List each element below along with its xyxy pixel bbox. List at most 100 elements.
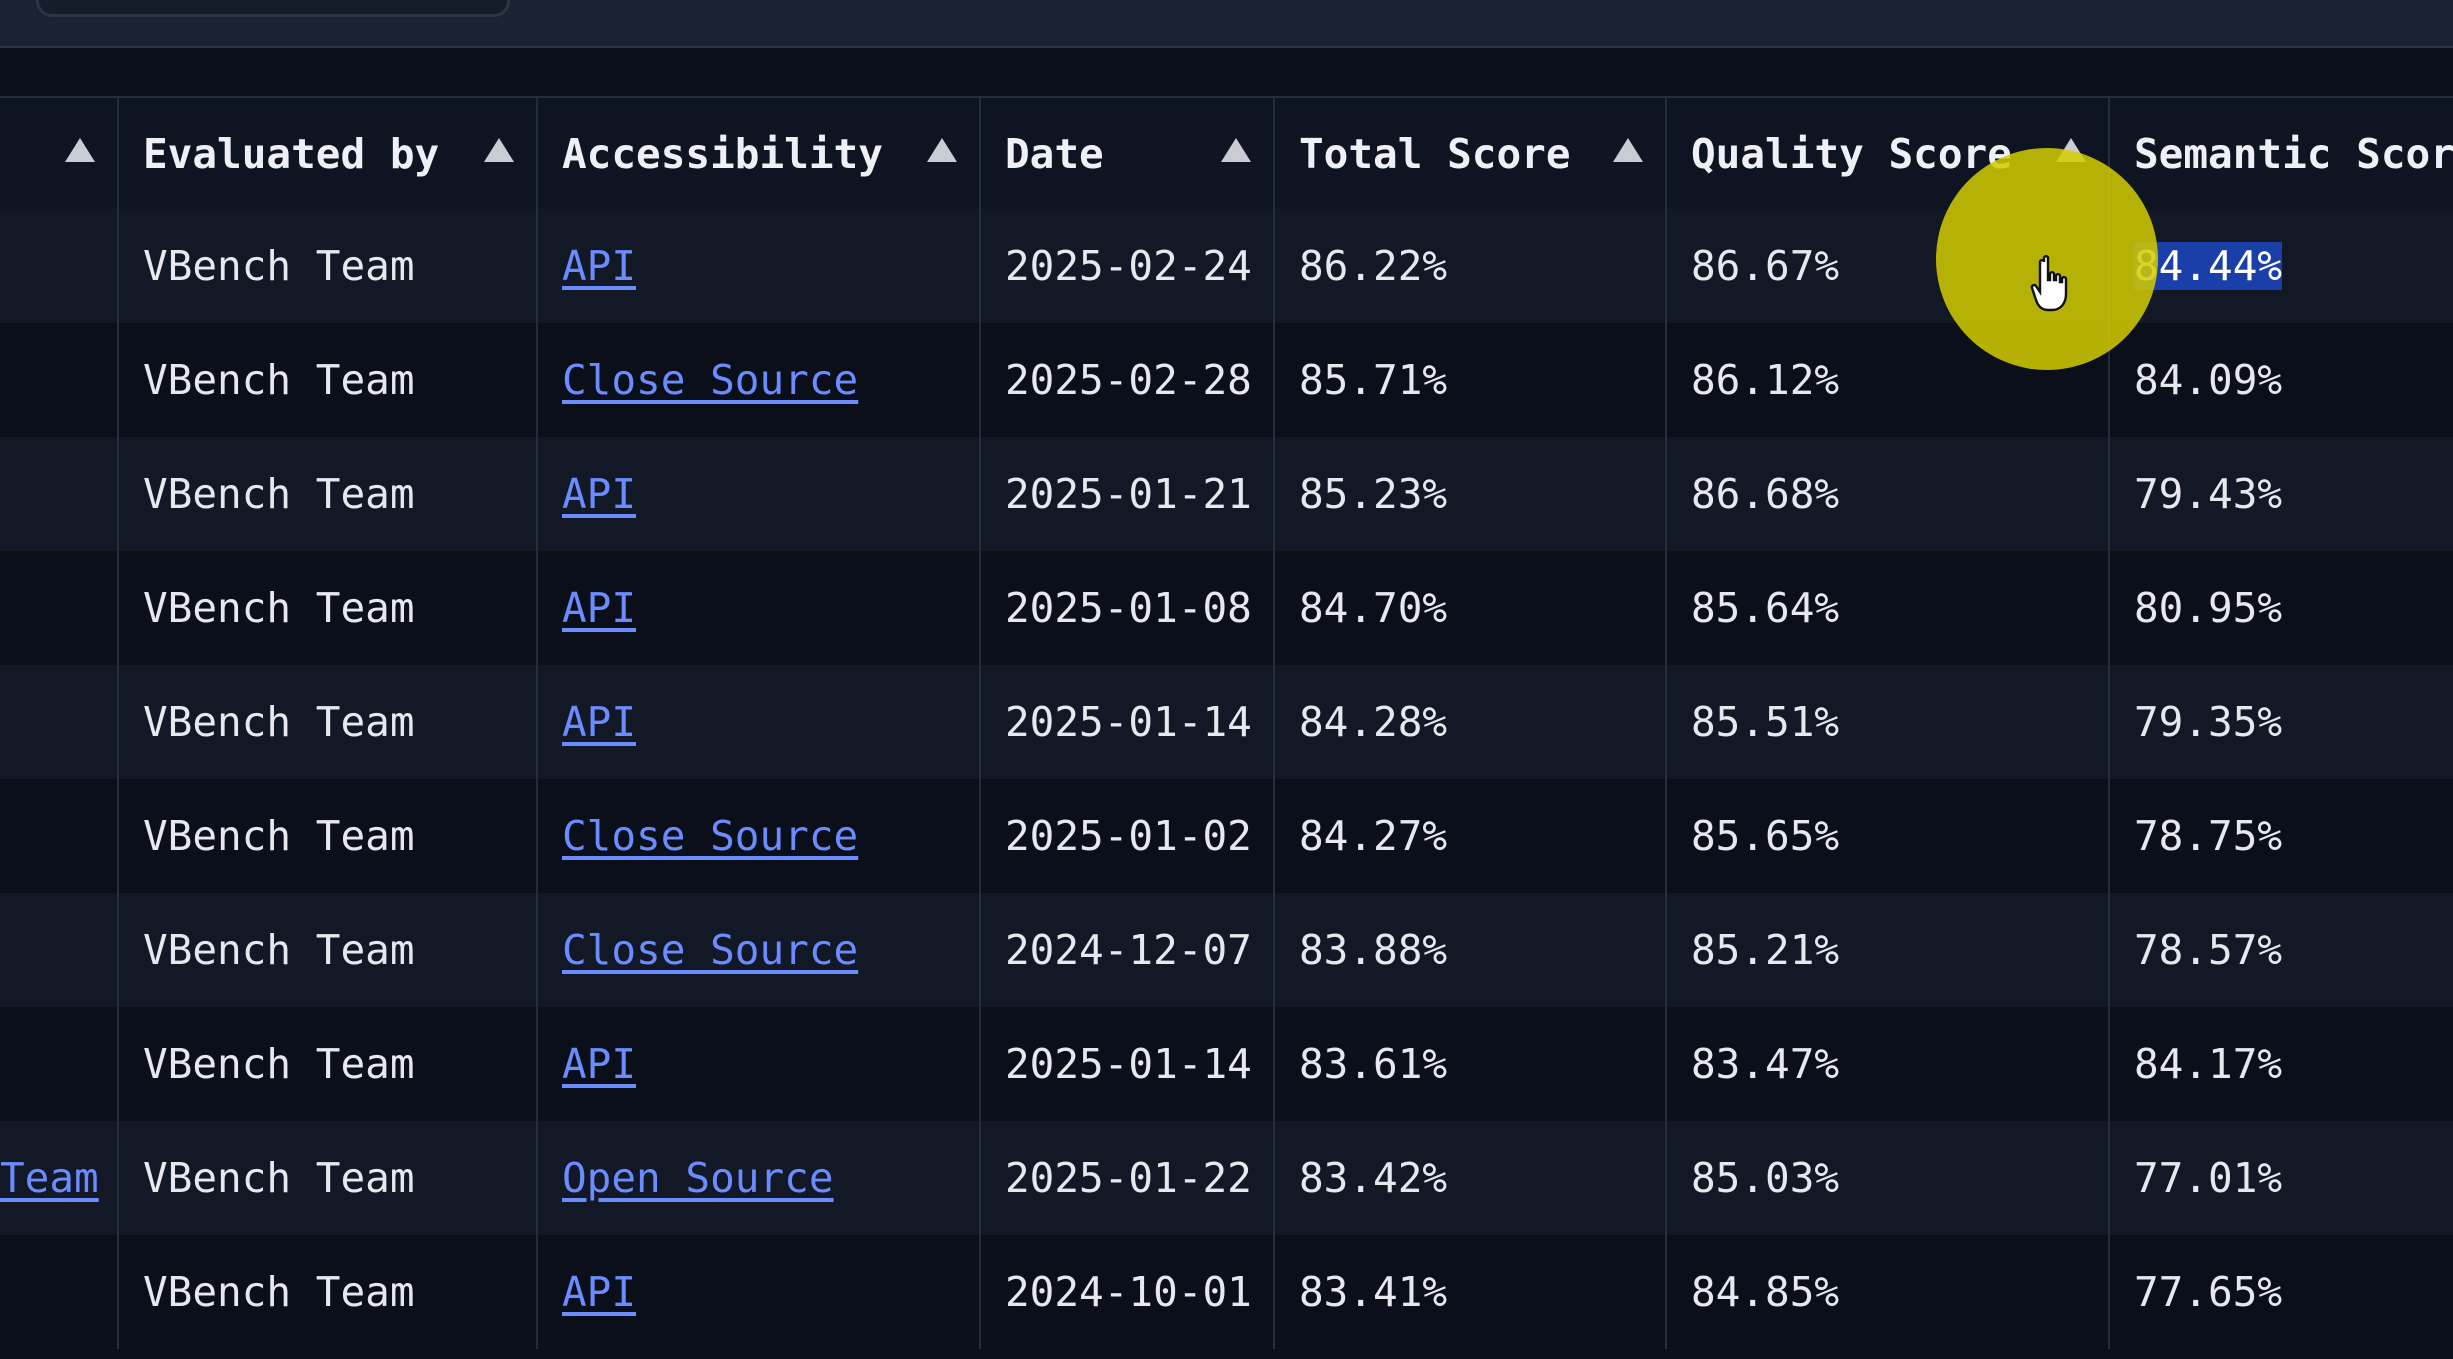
column-header-label: Quality Score (1691, 129, 2012, 178)
sort-ascending-icon[interactable] (2056, 138, 2086, 162)
cell-accessibility: Close Source (536, 893, 980, 1007)
sort-ascending-icon[interactable] (927, 138, 957, 162)
cell-model (0, 437, 118, 551)
cell-date: 2025-01-14 (979, 1007, 1274, 1121)
cell-date: 2025-01-22 (979, 1121, 1274, 1235)
cell-quality-score: 85.03% (1665, 1121, 2109, 1235)
cell-evaluated-by: VBench Team (117, 1121, 537, 1235)
table-row: VBench Team Close Source 2025-02-28 85.7… (0, 323, 2453, 437)
cell-accessibility: API (536, 437, 980, 551)
selected-text: 84.44% (2134, 242, 2283, 290)
cell-date: 2025-01-21 (979, 437, 1274, 551)
column-header-label: Evaluated by (143, 129, 440, 178)
accessibility-link[interactable]: API (562, 470, 637, 518)
cell-quality-score: 86.67% (1665, 209, 2109, 323)
cell-evaluated-by: VBench Team (117, 665, 537, 779)
cell-semantic-score: 84.44% (2108, 209, 2453, 323)
cell-accessibility: API (536, 551, 980, 665)
cell-accessibility: Close Source (536, 779, 980, 893)
cell-model (0, 209, 118, 323)
cell-accessibility: API (536, 209, 980, 323)
header-row: Evaluated by Accessibility Date Total Sc… (0, 97, 2453, 209)
cell-total-score: 83.41% (1273, 1235, 1666, 1349)
cell-quality-score: 86.12% (1665, 323, 2109, 437)
accessibility-link[interactable]: Close Source (562, 812, 859, 860)
spacer (0, 48, 2453, 96)
cell-evaluated-by: VBench Team (117, 551, 537, 665)
accessibility-link[interactable]: API (562, 584, 637, 632)
sort-ascending-icon[interactable] (1221, 138, 1251, 162)
leaderboard-table: Evaluated by Accessibility Date Total Sc… (0, 96, 2453, 1349)
cell-semantic-score: 77.65% (2108, 1235, 2453, 1349)
cell-accessibility: API (536, 665, 980, 779)
sort-ascending-icon[interactable] (484, 138, 514, 162)
cell-total-score: 83.88% (1273, 893, 1666, 1007)
column-header-label: Semantic Scor (2134, 129, 2453, 178)
cell-evaluated-by: VBench Team (117, 1235, 537, 1349)
cell-semantic-score: 84.09% (2108, 323, 2453, 437)
table-row: VBench Team API 2025-02-24 86.22% 86.67%… (0, 209, 2453, 323)
cell-evaluated-by: VBench Team (117, 779, 537, 893)
cell-quality-score: 85.51% (1665, 665, 2109, 779)
cell-quality-score: 83.47% (1665, 1007, 2109, 1121)
accessibility-link[interactable]: API (562, 242, 637, 290)
accessibility-link[interactable]: API (562, 698, 637, 746)
column-header-total-score[interactable]: Total Score (1273, 97, 1666, 209)
column-header-date[interactable]: Date (979, 97, 1274, 209)
cell-accessibility: Close Source (536, 323, 980, 437)
cell-total-score: 83.42% (1273, 1121, 1666, 1235)
cell-quality-score: 85.65% (1665, 779, 2109, 893)
cell-semantic-score: 78.57% (2108, 893, 2453, 1007)
cell-quality-score: 84.85% (1665, 1235, 2109, 1349)
column-header-quality-score[interactable]: Quality Score (1665, 97, 2109, 209)
table-row: VBench Team API 2025-01-08 84.70% 85.64%… (0, 551, 2453, 665)
column-header-semantic-score[interactable]: Semantic Scor (2108, 97, 2453, 209)
accessibility-link[interactable]: API (562, 1268, 637, 1316)
column-header-accessibility[interactable]: Accessibility (536, 97, 980, 209)
cell-accessibility: Open Source (536, 1121, 980, 1235)
cell-date: 2025-01-02 (979, 779, 1274, 893)
cell-model (0, 1007, 118, 1121)
table-row: VBench Team API 2024-10-01 83.41% 84.85%… (0, 1235, 2453, 1349)
accessibility-link[interactable]: API (562, 1040, 637, 1088)
cell-accessibility: API (536, 1235, 980, 1349)
cell-date: 2025-02-28 (979, 323, 1274, 437)
cell-quality-score: 85.64% (1665, 551, 2109, 665)
cell-semantic-score: 79.35% (2108, 665, 2453, 779)
cell-date: 2024-10-01 (979, 1235, 1274, 1349)
table-row: VBench Team Close Source 2025-01-02 84.2… (0, 779, 2453, 893)
column-header-label: Accessibility (562, 129, 883, 178)
cell-model (0, 1235, 118, 1349)
accessibility-link[interactable]: Close Source (562, 356, 859, 404)
cell-evaluated-by: VBench Team (117, 437, 537, 551)
cell-date: 2025-01-14 (979, 665, 1274, 779)
column-header-model[interactable] (0, 97, 118, 209)
table-row: VBench Team API 2025-01-21 85.23% 86.68%… (0, 437, 2453, 551)
cell-model (0, 779, 118, 893)
cell-evaluated-by: VBench Team (117, 893, 537, 1007)
cell-semantic-score: 78.75% (2108, 779, 2453, 893)
column-header-evaluated-by[interactable]: Evaluated by (117, 97, 537, 209)
cell-total-score: 83.61% (1273, 1007, 1666, 1121)
cell-semantic-score: 79.43% (2108, 437, 2453, 551)
model-link[interactable]: Team (0, 1154, 99, 1202)
cell-evaluated-by: VBench Team (117, 323, 537, 437)
toolbar-search-field[interactable] (36, 0, 510, 17)
table-row: VBench Team API 2025-01-14 84.28% 85.51%… (0, 665, 2453, 779)
cell-quality-score: 85.21% (1665, 893, 2109, 1007)
accessibility-link[interactable]: Open Source (562, 1154, 834, 1202)
top-toolbar (0, 0, 2453, 48)
column-header-label: Total Score (1299, 129, 1571, 178)
cell-model: Team (0, 1121, 118, 1235)
sort-ascending-icon[interactable] (65, 138, 95, 162)
cell-model (0, 893, 118, 1007)
cell-total-score: 84.27% (1273, 779, 1666, 893)
cell-total-score: 86.22% (1273, 209, 1666, 323)
sort-ascending-icon[interactable] (1613, 138, 1643, 162)
accessibility-link[interactable]: Close Source (562, 926, 859, 974)
table-header: Evaluated by Accessibility Date Total Sc… (0, 97, 2453, 209)
column-header-label: Date (1005, 129, 1104, 178)
cell-quality-score: 86.68% (1665, 437, 2109, 551)
table-row: VBench Team Close Source 2024-12-07 83.8… (0, 893, 2453, 1007)
cell-date: 2025-01-08 (979, 551, 1274, 665)
